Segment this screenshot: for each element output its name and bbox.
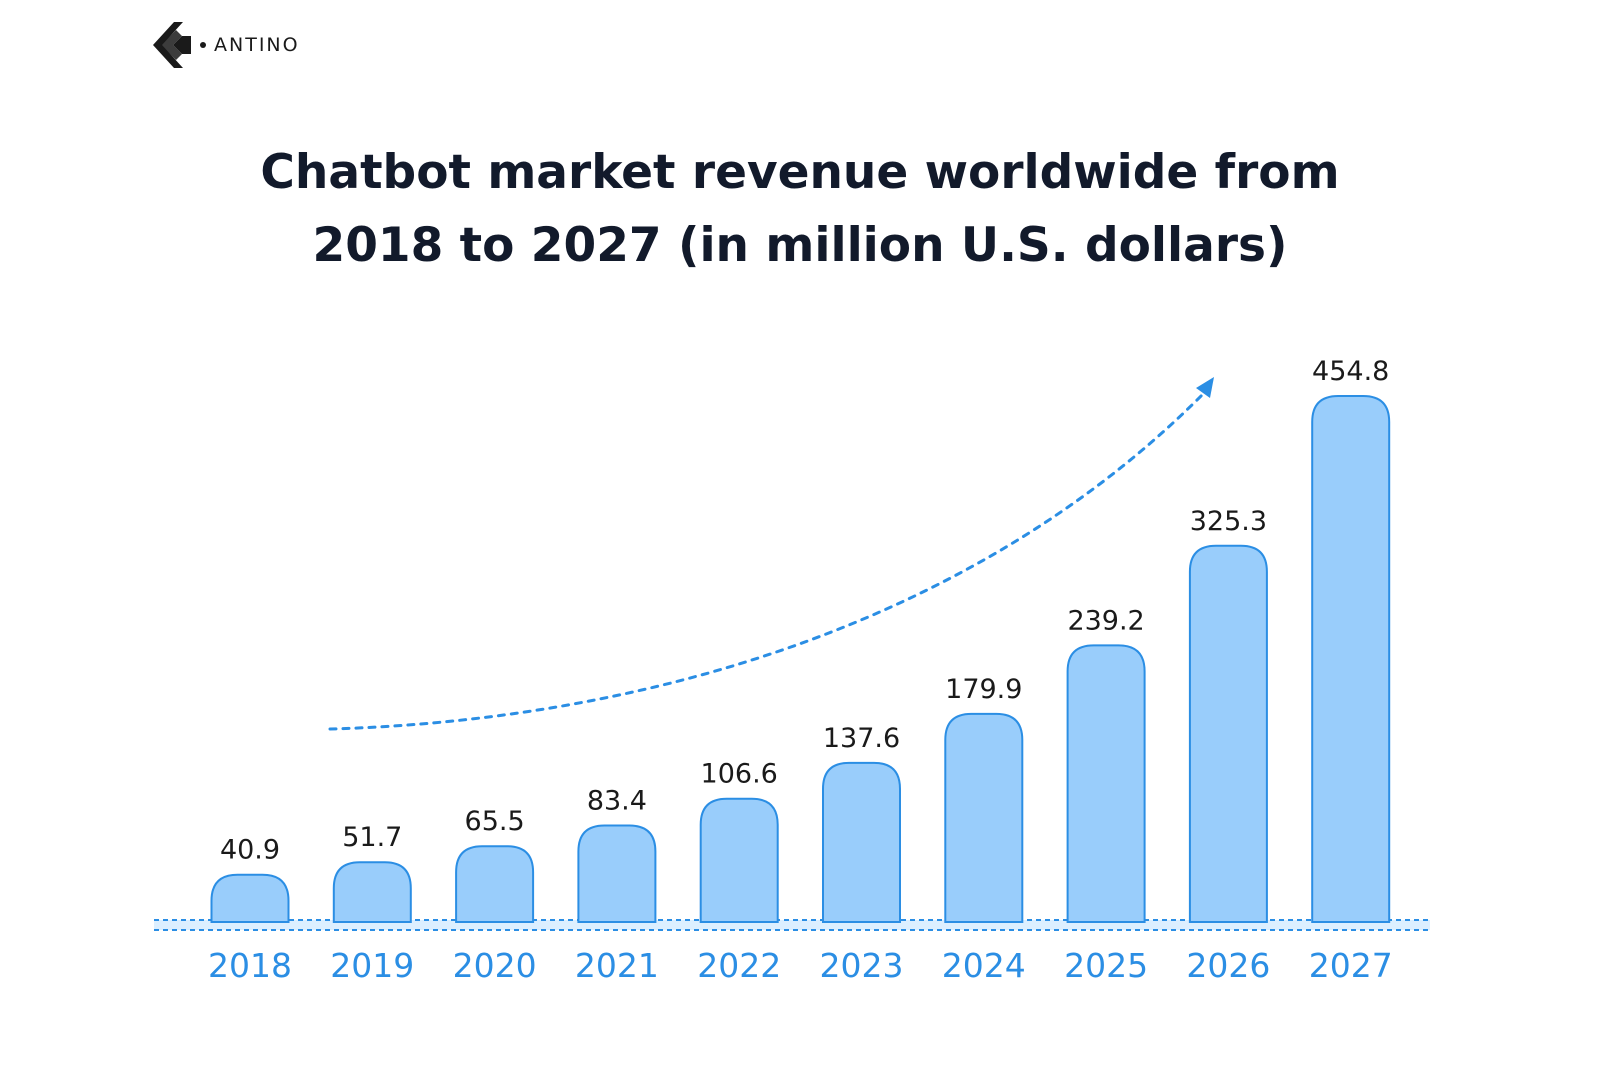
trend-arrow-line (328, 390, 1207, 731)
trend-arrow-head (1196, 377, 1214, 398)
value-label-2021: 83.4 (587, 786, 647, 817)
chart-title: Chatbot market revenue worldwide from 20… (0, 136, 1600, 282)
brand-logo: ANTINO (152, 22, 300, 68)
bar-2019 (332, 861, 412, 923)
category-labels-group: 2018 2019 2020 2021 2022 2023 2024 2025 2026 2027 (208, 946, 1393, 985)
value-label-2023: 137.6 (823, 723, 900, 754)
value-label-2019: 51.7 (342, 822, 402, 853)
category-label-2026: 2026 (1186, 946, 1270, 985)
bar-2020 (455, 845, 535, 923)
chart-title-line-1: Chatbot market revenue worldwide from (260, 145, 1340, 200)
bar-2027 (1311, 395, 1391, 923)
value-label-2022: 106.6 (701, 759, 778, 790)
category-label-2025: 2025 (1064, 946, 1148, 985)
brand-name: ANTINO (214, 34, 300, 56)
category-label-2023: 2023 (820, 946, 904, 985)
value-label-2018: 40.9 (220, 835, 280, 866)
category-label-2019: 2019 (330, 946, 414, 985)
category-label-2027: 2027 (1309, 946, 1393, 985)
baseline-band (154, 920, 1430, 930)
value-label-2024: 179.9 (945, 674, 1022, 705)
bar-2018 (210, 873, 290, 923)
bar-2022 (699, 797, 779, 923)
value-labels-group: 40.9 51.7 65.5 83.4 106.6 137.6 179.9 239.2 325.… (220, 356, 1389, 866)
category-label-2024: 2024 (942, 946, 1026, 985)
value-label-2020: 65.5 (465, 806, 525, 837)
category-label-2022: 2022 (697, 946, 781, 985)
bar-2025 (1066, 644, 1146, 923)
bar-2024 (944, 712, 1024, 923)
chart-title-line-2: 2018 to 2027 (in million U.S. dollars) (312, 218, 1288, 273)
bar-2026 (1188, 544, 1268, 923)
value-label-2026: 325.3 (1190, 506, 1267, 537)
antino-arrow-icon (153, 22, 191, 68)
bar-2023 (822, 761, 901, 923)
category-label-2018: 2018 (208, 946, 292, 985)
category-label-2021: 2021 (575, 946, 659, 985)
bars-group (210, 395, 1391, 923)
value-label-2027: 454.8 (1312, 356, 1389, 387)
value-label-2025: 239.2 (1067, 605, 1144, 636)
bar-2021 (577, 824, 657, 923)
logo-separator-dot (200, 42, 206, 48)
category-label-2020: 2020 (453, 946, 537, 985)
